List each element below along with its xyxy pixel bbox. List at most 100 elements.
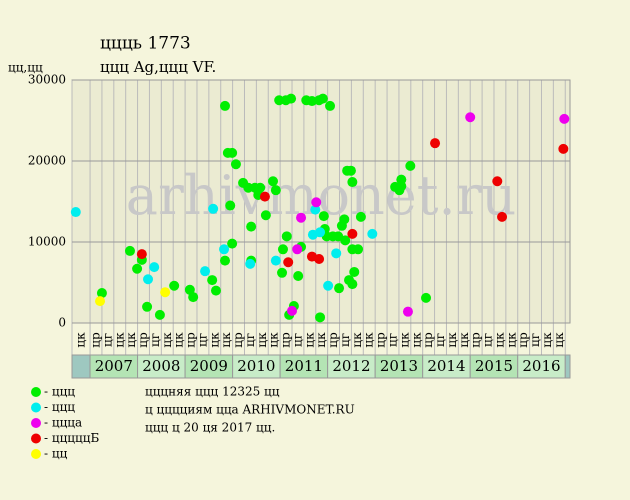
x-sublabel: цк xyxy=(314,332,328,348)
x-sublabel: цг xyxy=(100,333,114,347)
x-sublabel: цр xyxy=(326,332,340,348)
point xyxy=(293,271,304,282)
legend-label: - цц xyxy=(44,447,68,461)
point xyxy=(255,182,266,193)
point xyxy=(210,285,221,296)
point xyxy=(559,113,570,124)
note: цццняя ццц 12325 цц xyxy=(145,385,280,399)
x-sublabel: цк xyxy=(172,332,186,348)
point xyxy=(277,244,288,255)
point xyxy=(558,143,569,154)
point xyxy=(143,274,154,285)
x-sublabel: цг xyxy=(433,333,447,347)
x-sublabel: цк xyxy=(457,332,471,348)
point xyxy=(220,100,231,111)
point xyxy=(227,147,238,158)
x-sublabel: цр xyxy=(136,332,150,348)
x-sublabel: цг xyxy=(385,333,399,347)
point xyxy=(132,263,143,274)
point xyxy=(331,248,342,259)
x-sublabel: цк xyxy=(350,332,364,348)
x-sublabel: цк xyxy=(112,332,126,348)
point xyxy=(96,288,107,299)
year-band-end xyxy=(564,354,571,379)
point xyxy=(311,197,322,208)
x-tick-label: 2016 xyxy=(522,357,560,375)
x-sublabel: цг xyxy=(528,333,542,347)
y-tick-label: 20000 xyxy=(28,154,66,168)
point xyxy=(277,267,288,278)
point xyxy=(347,177,358,188)
point xyxy=(225,200,236,211)
point xyxy=(396,181,407,192)
x-sublabel: цр xyxy=(231,332,245,348)
legend-marker xyxy=(31,433,41,444)
x-sublabel: цг xyxy=(195,333,209,347)
point xyxy=(355,211,366,222)
point xyxy=(323,280,334,291)
y-tick-label: 10000 xyxy=(28,235,66,249)
point xyxy=(149,262,160,273)
x-sublabel: цр xyxy=(421,332,435,348)
x-tick-label: 2012 xyxy=(332,357,370,375)
x-sublabel: цр xyxy=(88,332,102,348)
legend-marker xyxy=(31,418,41,428)
point xyxy=(219,244,230,255)
point xyxy=(347,279,358,290)
point xyxy=(281,231,292,242)
x-sublabel: цг xyxy=(148,333,162,347)
point xyxy=(188,292,199,303)
point xyxy=(349,266,360,277)
legend-marker xyxy=(31,387,41,397)
point xyxy=(142,301,153,312)
x-sublabel: цг xyxy=(243,333,257,347)
x-sublabel: цр xyxy=(469,332,483,348)
point xyxy=(314,254,325,265)
point xyxy=(318,211,329,222)
point xyxy=(124,245,135,256)
point xyxy=(315,312,326,323)
x-tick-label: 2014 xyxy=(427,357,465,375)
point xyxy=(353,244,364,255)
point xyxy=(260,210,271,221)
x-sublabel: цг xyxy=(290,333,304,347)
point xyxy=(287,305,298,316)
x-sublabel: цр xyxy=(184,332,198,348)
point xyxy=(154,309,165,320)
x-tick-label: 2009 xyxy=(190,357,228,375)
x-tick-label: 2015 xyxy=(475,357,513,375)
point xyxy=(347,228,358,239)
point xyxy=(70,207,81,218)
y-tick-label: 30000 xyxy=(28,73,66,87)
point xyxy=(492,176,503,187)
x-tick-label: 2011 xyxy=(285,357,323,375)
point xyxy=(245,258,256,269)
x-tick-label: 2008 xyxy=(142,357,180,375)
x-sublabel: цк xyxy=(397,332,411,348)
point xyxy=(207,275,218,286)
point xyxy=(465,112,476,123)
legend-label: - ццц xyxy=(44,400,75,414)
legend-marker xyxy=(31,402,41,413)
point xyxy=(95,296,106,307)
x-sublabel: цк xyxy=(362,332,376,348)
point xyxy=(270,185,281,196)
point xyxy=(317,93,328,104)
x-sublabel: цк xyxy=(492,332,506,348)
point xyxy=(421,292,432,303)
x-sublabel: цк xyxy=(207,332,221,348)
x-sublabel: цк xyxy=(267,332,281,348)
point xyxy=(200,266,211,277)
legend-label: - цццццБ xyxy=(44,431,99,445)
point xyxy=(136,249,147,260)
point xyxy=(296,212,307,223)
x-sublabel: цк xyxy=(552,332,566,348)
legend-marker xyxy=(31,449,41,459)
x-sublabel: цк xyxy=(160,332,174,348)
x-sublabel: цк xyxy=(504,332,518,348)
point xyxy=(246,221,257,232)
x-sublabel: цр xyxy=(374,332,388,348)
x-sublabel: цр xyxy=(516,332,530,348)
point xyxy=(283,257,294,268)
x-sublabel: цк xyxy=(124,332,138,348)
